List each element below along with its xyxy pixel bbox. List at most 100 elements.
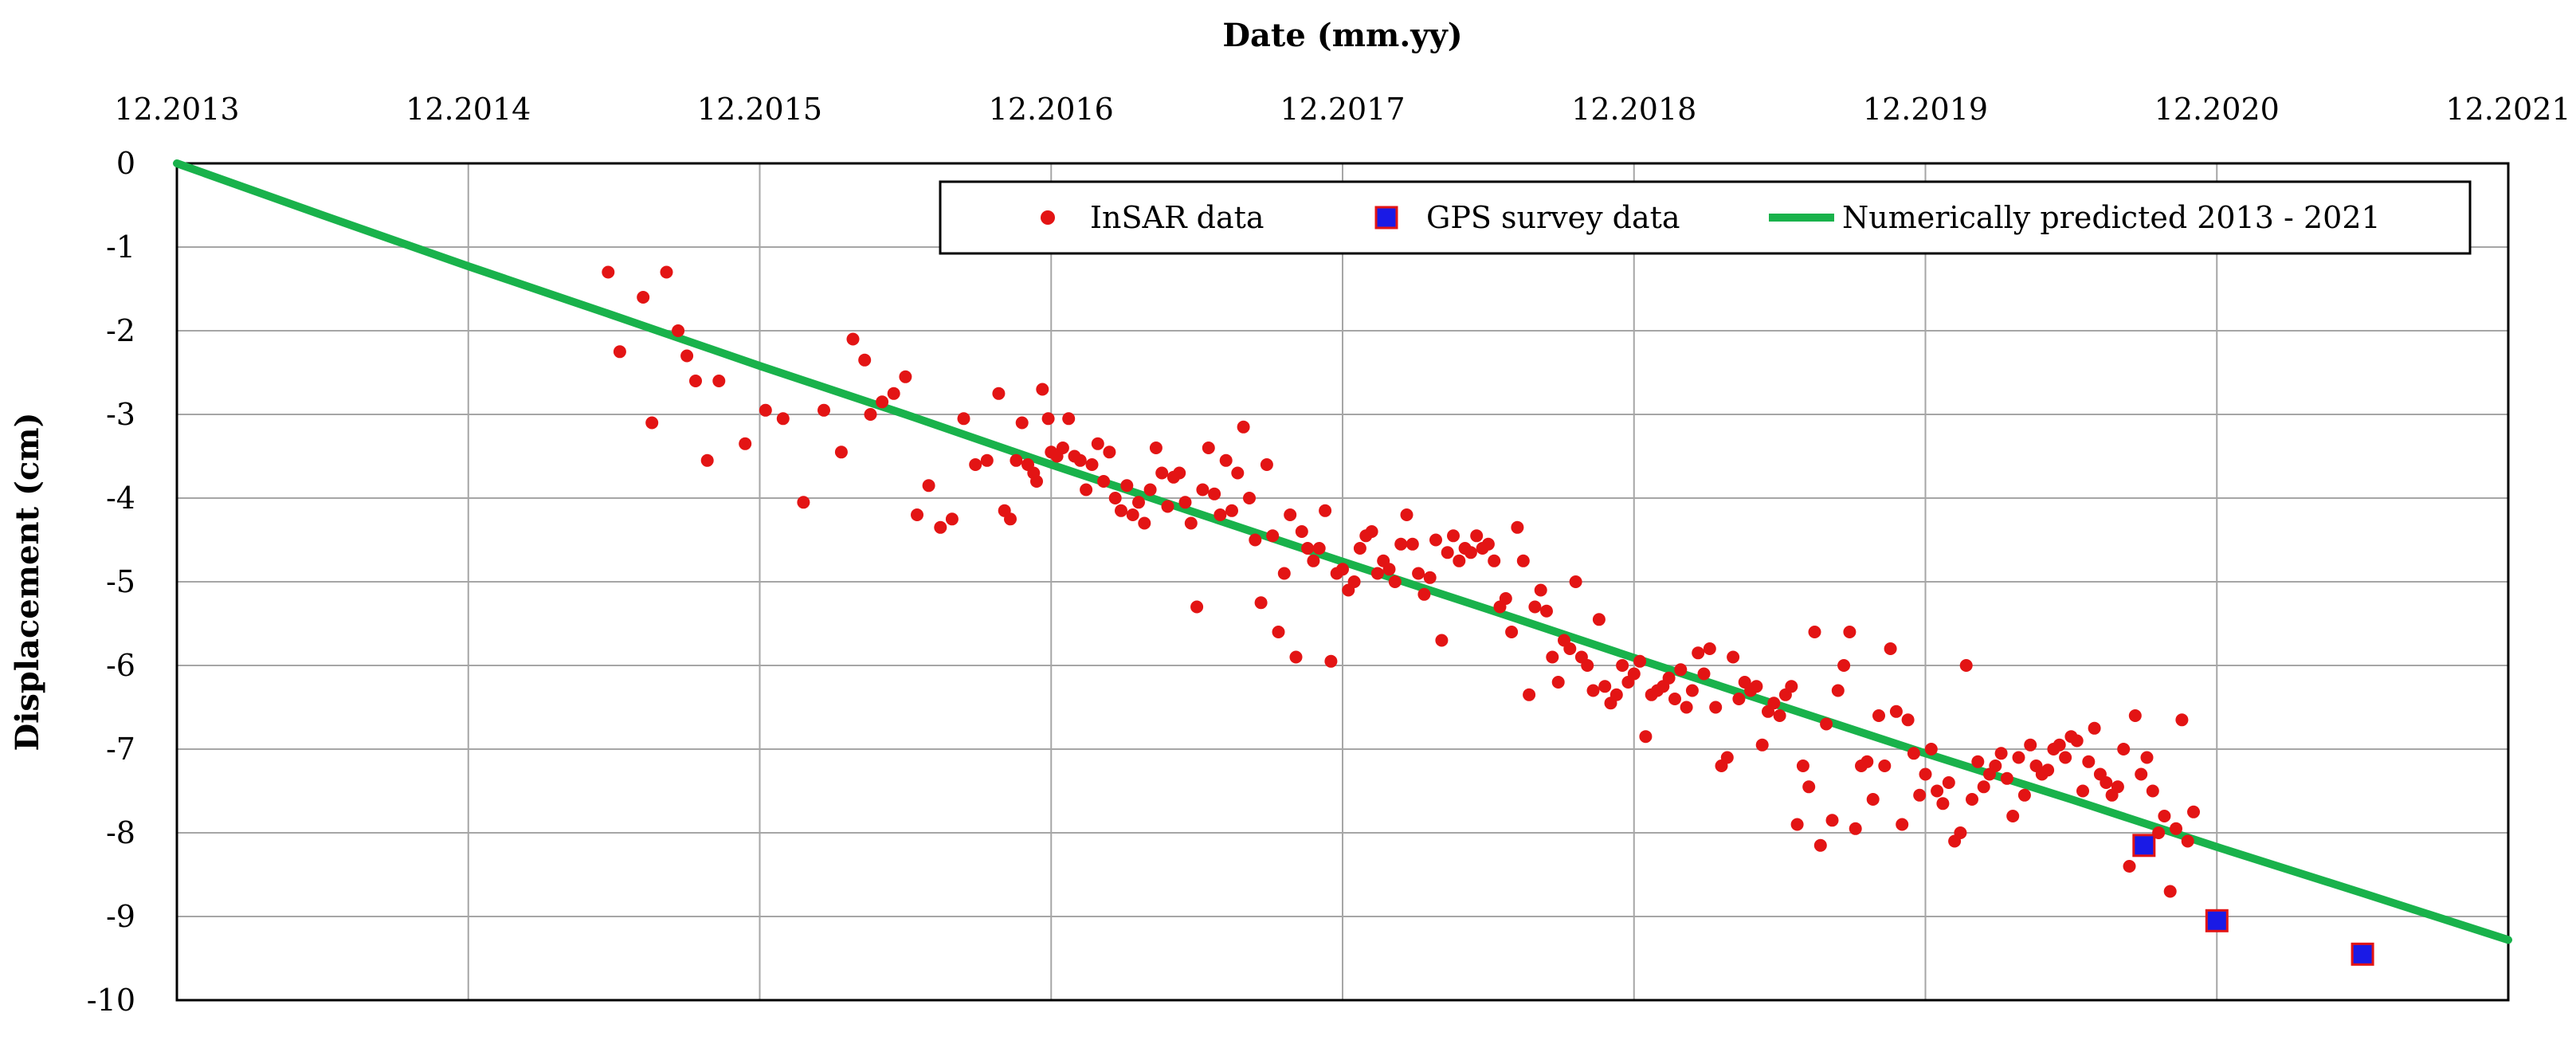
insar-point [1598, 680, 1612, 693]
insar-point [1820, 717, 1833, 731]
insar-point [1249, 533, 1262, 547]
insar-point [2006, 810, 2020, 822]
insar-point [1966, 793, 1978, 806]
insar-point [992, 387, 1006, 400]
insar-point [1394, 537, 1408, 551]
x-tick-label: 12.2017 [1280, 92, 1405, 127]
insar-point [1773, 709, 1786, 722]
insar-point [911, 508, 923, 521]
insar-point [1959, 659, 1973, 672]
insar-point [1382, 563, 1396, 576]
x-tick-label: 12.2019 [1863, 92, 1988, 127]
insar-point [1511, 520, 1524, 534]
insar-point [817, 403, 830, 417]
insar-point [2082, 755, 2096, 768]
insar-point [1680, 701, 1693, 714]
insar-point [1004, 512, 1017, 526]
insar-point [1347, 575, 1361, 588]
legend-label-prediction: Numerically predicted 2013 - 2021 [1842, 200, 2381, 235]
insar-point [637, 291, 650, 304]
insar-point [2158, 810, 2171, 822]
data-point-layer [602, 265, 2374, 966]
insar-point [2059, 751, 2072, 764]
insar-point [1936, 797, 1950, 810]
insar-point [1703, 642, 1716, 655]
insar-point [1901, 713, 1915, 727]
legend-marker-gps [1374, 206, 1398, 230]
insar-point [1872, 709, 1885, 722]
insar-point [2012, 751, 2025, 764]
x-tick-label: 12.2020 [2155, 92, 2280, 127]
insar-point [887, 387, 900, 400]
insar-point [1732, 693, 1746, 705]
insar-point [1324, 654, 1338, 668]
x-tick-label: 12.2018 [1571, 92, 1696, 127]
insar-point [1243, 492, 1256, 504]
insar-point [1307, 554, 1320, 567]
insar-point [672, 324, 685, 337]
insar-point [1085, 458, 1099, 471]
insar-point [1406, 537, 1419, 551]
insar-point [945, 512, 959, 526]
insar-point [1149, 442, 1163, 454]
insar-point [1662, 671, 1676, 685]
insar-point [1301, 542, 1315, 555]
insar-point [1697, 667, 1711, 681]
insar-point [1860, 755, 1874, 768]
insar-point [645, 416, 659, 430]
insar-point [2117, 743, 2131, 756]
gps-point [2205, 909, 2229, 932]
insar-point [1132, 496, 1145, 509]
insar-point [1790, 818, 1804, 831]
insar-point [1138, 516, 1151, 530]
insar-point [1592, 613, 1606, 626]
insar-point [1674, 663, 1688, 677]
insar-point [1184, 516, 1198, 530]
prediction-line-layer [173, 159, 2512, 944]
y-tick-label: -3 [106, 397, 135, 432]
insar-point [1173, 466, 1186, 480]
insar-point [2128, 709, 2142, 722]
insar-point [1907, 747, 1920, 760]
insar-point [2053, 738, 2066, 752]
insar-point [1319, 504, 1332, 517]
insar-point [2187, 805, 2200, 818]
insar-point [712, 375, 726, 387]
insar-point [834, 445, 848, 459]
insar-point [1825, 814, 1839, 827]
insar-point [1073, 453, 1087, 467]
insar-point [1260, 458, 1273, 471]
x-tick-label: 12.2013 [114, 92, 239, 127]
insar-point [1954, 826, 1967, 839]
insar-point [1097, 475, 1111, 488]
insar-point [680, 349, 694, 363]
legend-label-insar: InSAR data [1090, 200, 1264, 235]
insar-point [1505, 626, 1519, 638]
insar-point [1931, 784, 1944, 798]
insar-point [2017, 788, 2031, 802]
insar-point [1353, 542, 1366, 555]
insar-point [1470, 529, 1484, 543]
insar-point [2181, 834, 2194, 848]
insar-point [1015, 416, 1029, 430]
insar-point [1796, 759, 1809, 772]
insar-point [1161, 500, 1174, 513]
insar-point [1400, 508, 1413, 521]
insar-point [1813, 838, 1827, 852]
insar-point [2135, 767, 2148, 781]
insar-point [2163, 885, 2177, 898]
insar-point [1528, 600, 1542, 614]
insar-point [2111, 780, 2124, 794]
insar-point [1727, 650, 1740, 664]
insar-point [1120, 479, 1134, 493]
legend-marker-insar [1041, 210, 1055, 225]
insar-point [1889, 705, 1903, 718]
insar-point [1417, 587, 1431, 601]
prediction-line [173, 159, 2512, 944]
insar-point [1388, 575, 1402, 588]
insar-point [739, 437, 752, 450]
insar-point [1237, 420, 1250, 434]
insar-point [1534, 583, 1547, 597]
insar-point [1295, 525, 1308, 538]
